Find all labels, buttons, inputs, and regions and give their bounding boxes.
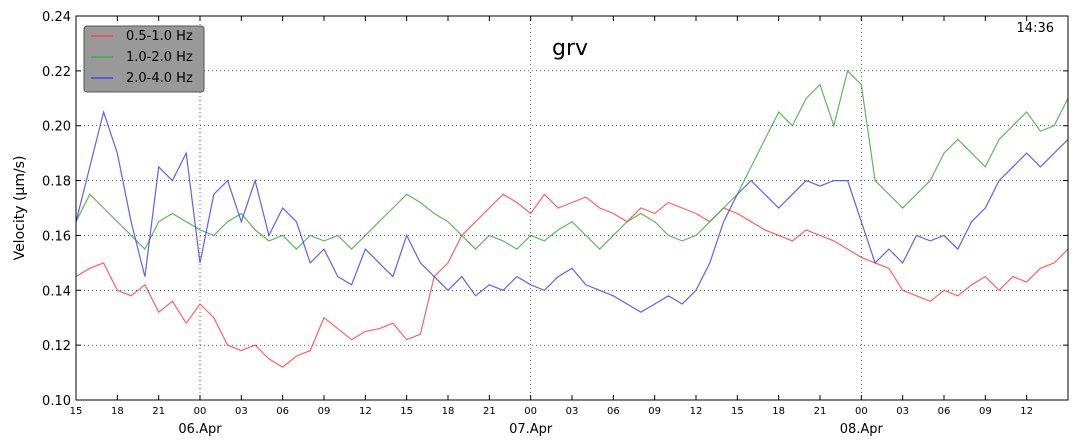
x-tick-label: 12: [1020, 406, 1033, 417]
y-tick-label: 0.10: [42, 394, 71, 409]
y-tick-label: 0.16: [42, 229, 71, 244]
x-tick-label: 21: [814, 406, 827, 417]
x-tick-label: 09: [979, 406, 992, 417]
y-axis: 0.10 0.12 0.14 0.16 0.18 0.20 0.22 0.24: [42, 10, 1068, 409]
x-tick-label: 09: [648, 406, 661, 417]
x-tick-label: 06: [276, 406, 289, 417]
series-line: [75, 109, 1069, 313]
series-lines: [75, 69, 1069, 368]
legend-label: 1.0-2.0 Hz: [126, 50, 193, 65]
date-label: 07.Apr: [509, 422, 553, 437]
y-tick-label: 0.24: [42, 10, 71, 25]
legend-box: [83, 25, 205, 93]
x-tick-label: 18: [442, 406, 455, 417]
corner-time-label: 14:36: [1017, 21, 1054, 36]
date-labels: 06.Apr 07.Apr 08.Apr: [178, 422, 883, 437]
grid-lines: [76, 16, 1068, 400]
date-label: 08.Apr: [840, 422, 884, 437]
series-line: [75, 193, 1069, 368]
x-tick-label: 21: [483, 406, 496, 417]
chart-title: grv: [552, 36, 588, 61]
x-tick-label: 03: [566, 406, 579, 417]
x-tick-label: 03: [896, 406, 909, 417]
x-axis: 15 18 21 00 03 06 09 12 15 18 21 00 03 06 09 12 15 18 21 00…: [70, 16, 1033, 417]
y-tick-label: 0.22: [42, 65, 71, 80]
legend: 0.5-1.0 Hz 1.0-2.0 Hz 2.0-4.0 Hz: [83, 25, 205, 93]
x-tick-label: 15: [70, 406, 83, 417]
y-axis-label: Velocity (µm/s): [12, 156, 28, 261]
x-tick-label: 18: [772, 406, 785, 417]
series-line: [75, 69, 1069, 251]
x-tick-label: 06: [607, 406, 620, 417]
y-tick-label: 0.12: [42, 339, 71, 354]
x-tick-label: 00: [855, 406, 868, 417]
x-tick-label: 18: [111, 406, 124, 417]
x-tick-label: 15: [400, 406, 413, 417]
y-tick-label: 0.18: [42, 175, 71, 190]
y-tick-label: 0.20: [42, 120, 71, 135]
x-tick-label: 09: [318, 406, 331, 417]
plot-frame: [75, 15, 1069, 401]
x-tick-label: 03: [235, 406, 248, 417]
legend-label: 2.0-4.0 Hz: [126, 71, 193, 86]
date-label: 06.Apr: [178, 422, 222, 437]
y-tick-label: 0.14: [42, 284, 71, 299]
x-tick-label: 12: [690, 406, 703, 417]
x-tick-label: 15: [731, 406, 744, 417]
legend-label: 0.5-1.0 Hz: [126, 29, 193, 44]
x-tick-label: 00: [524, 406, 537, 417]
x-tick-label: 06: [938, 406, 951, 417]
x-tick-label: 00: [194, 406, 207, 417]
x-tick-label: 12: [359, 406, 372, 417]
x-tick-label: 21: [152, 406, 165, 417]
